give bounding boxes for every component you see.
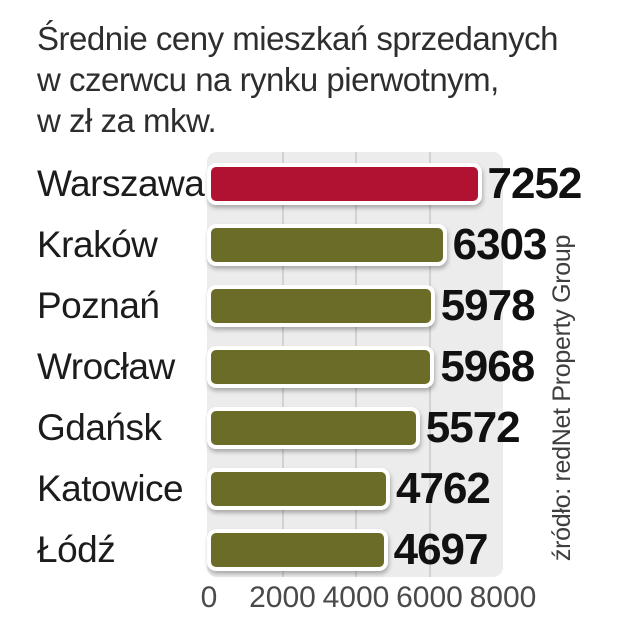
category-label: Poznań: [37, 285, 160, 326]
category-label: Łódź: [37, 529, 116, 570]
gridline-6000: [428, 152, 431, 577]
gridline-4000: [355, 152, 357, 577]
chart-title-line-3: w zł za mkw.: [37, 102, 217, 139]
plot-area: [207, 152, 503, 577]
category-label: Kraków: [37, 224, 158, 265]
gridline-2000: [281, 152, 284, 577]
x-tick-label-0: 0: [200, 581, 218, 614]
x-tick-label-2000: 2000: [249, 581, 316, 614]
category-label: Gdańsk: [37, 407, 162, 448]
chart-title-line-1: Średnie ceny mieszkań sprzedanych: [37, 20, 558, 57]
category-label: Wrocław: [37, 346, 175, 387]
category-label: Katowice: [37, 468, 184, 509]
category-label: Warszawa: [37, 163, 205, 204]
chart-title-line-2: w czerwcu na rynku pierwotnym,: [37, 61, 499, 98]
x-tick-label-4000: 4000: [322, 581, 390, 614]
x-tick-label-6000: 6000: [396, 581, 463, 614]
source-credit: źródło: redNet Property Group: [548, 234, 576, 562]
x-tick-label-8000: 8000: [469, 581, 537, 614]
chart-title: Średnie ceny mieszkań sprzedanych w czer…: [37, 18, 558, 141]
